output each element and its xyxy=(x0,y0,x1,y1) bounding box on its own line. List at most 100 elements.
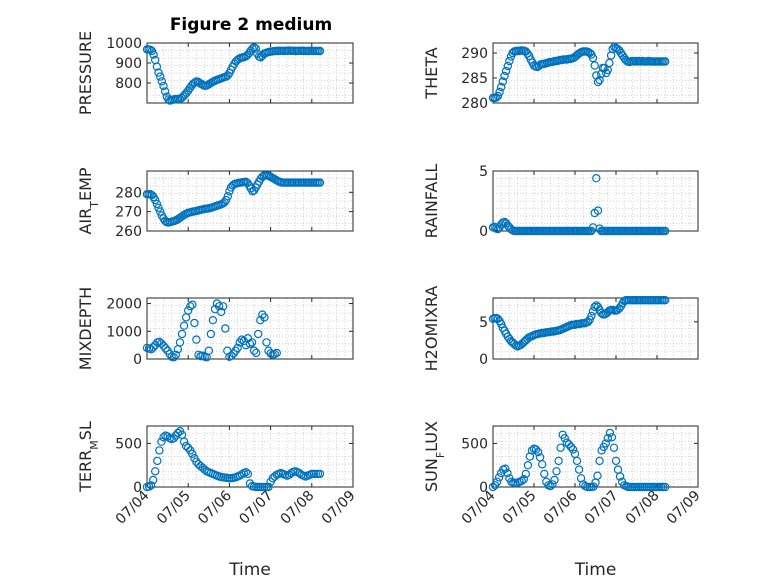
data-point xyxy=(592,173,601,183)
data-point xyxy=(585,315,595,324)
data-point xyxy=(568,445,578,454)
data-point xyxy=(521,469,531,479)
data-point xyxy=(588,53,598,63)
data-point xyxy=(550,475,559,485)
data-point xyxy=(190,318,199,328)
data-point xyxy=(611,456,621,466)
y-tick-label: 290 xyxy=(461,46,488,62)
data-point xyxy=(157,339,166,348)
y-tick-label: 280 xyxy=(461,96,488,112)
data-point xyxy=(589,482,598,491)
series-points xyxy=(488,296,670,351)
y-tick-label: 800 xyxy=(115,76,142,92)
data-point xyxy=(243,334,253,343)
data-point xyxy=(149,50,158,59)
data-point xyxy=(227,351,236,360)
data-point xyxy=(179,437,189,446)
y-axis-label: AIRTEMP xyxy=(76,167,101,234)
series-points xyxy=(142,171,325,227)
subplot-theta: 280 285 290 THETA xyxy=(422,42,699,112)
data-point xyxy=(562,438,572,447)
series-points xyxy=(488,173,670,236)
data-point xyxy=(495,87,504,97)
data-point xyxy=(159,341,168,350)
grid xyxy=(492,43,699,103)
data-point xyxy=(179,321,189,330)
data-point xyxy=(264,482,273,492)
data-point xyxy=(498,77,507,86)
data-point xyxy=(593,471,602,480)
data-point xyxy=(214,302,224,311)
data-point xyxy=(245,339,255,348)
data-point xyxy=(533,447,543,457)
data-point xyxy=(497,319,506,329)
y-tick-label: 0 xyxy=(133,352,142,368)
data-point xyxy=(501,464,510,473)
x-tick-label: 07/06 xyxy=(195,488,235,528)
grid xyxy=(492,171,699,231)
y-axis-label: TERRMSL xyxy=(76,421,101,493)
data-point xyxy=(221,324,230,333)
data-point xyxy=(175,338,185,347)
y-tick-label: 0 xyxy=(479,352,488,368)
data-point xyxy=(159,433,168,442)
data-point xyxy=(249,346,259,355)
data-point xyxy=(315,46,325,56)
data-point xyxy=(603,434,613,443)
series-points xyxy=(488,42,670,103)
data-point xyxy=(503,61,512,71)
y-tick-label: 5 xyxy=(479,164,488,180)
data-point xyxy=(554,456,563,466)
y-axis-label: H2OMIXRA xyxy=(422,286,441,372)
data-point xyxy=(540,469,549,479)
data-point xyxy=(160,87,170,96)
data-point xyxy=(192,335,201,344)
series-points xyxy=(142,427,325,492)
y-tick-label: 2000 xyxy=(106,297,142,313)
y-tick-label: 1000 xyxy=(106,324,142,340)
data-point xyxy=(247,338,257,347)
data-point xyxy=(260,313,269,322)
data-point xyxy=(493,91,503,101)
data-point xyxy=(661,296,670,305)
data-point xyxy=(233,343,242,353)
y-tick-label: 0 xyxy=(479,480,488,496)
data-point xyxy=(572,456,582,466)
data-point xyxy=(587,311,596,321)
data-point xyxy=(564,440,574,449)
y-tick-label: 1000 xyxy=(106,36,142,52)
axes-box xyxy=(146,297,354,360)
data-point xyxy=(560,434,570,443)
data-point xyxy=(177,329,187,339)
data-point xyxy=(254,329,263,339)
axes-box xyxy=(146,170,354,232)
data-point xyxy=(494,473,504,482)
data-point xyxy=(148,475,158,485)
data-point xyxy=(204,346,213,355)
data-point xyxy=(527,446,537,455)
series-points xyxy=(142,299,281,362)
data-point xyxy=(601,439,611,448)
data-point xyxy=(216,307,226,317)
x-tick-label: 07/05 xyxy=(154,488,194,528)
data-point xyxy=(223,191,232,201)
data-point xyxy=(161,344,170,353)
data-point xyxy=(188,300,197,309)
data-point xyxy=(235,471,244,480)
data-point xyxy=(266,349,275,358)
axes-box xyxy=(492,42,699,104)
data-point xyxy=(538,460,547,469)
data-point xyxy=(171,350,180,359)
subplot-grid: 800 900 1000 PRESSURE 280 285 290 THETA 260 270 28… xyxy=(76,31,704,580)
y-tick-label: 500 xyxy=(461,436,488,452)
data-point xyxy=(503,468,512,478)
x-axis-label: Time xyxy=(228,560,271,580)
data-point xyxy=(548,480,557,489)
y-tick-label: 0 xyxy=(133,480,142,496)
data-point xyxy=(262,338,271,347)
y-tick-label: 280 xyxy=(115,185,142,201)
data-point xyxy=(146,481,156,490)
data-point xyxy=(181,313,191,322)
grid xyxy=(146,426,354,487)
data-point xyxy=(252,348,261,358)
